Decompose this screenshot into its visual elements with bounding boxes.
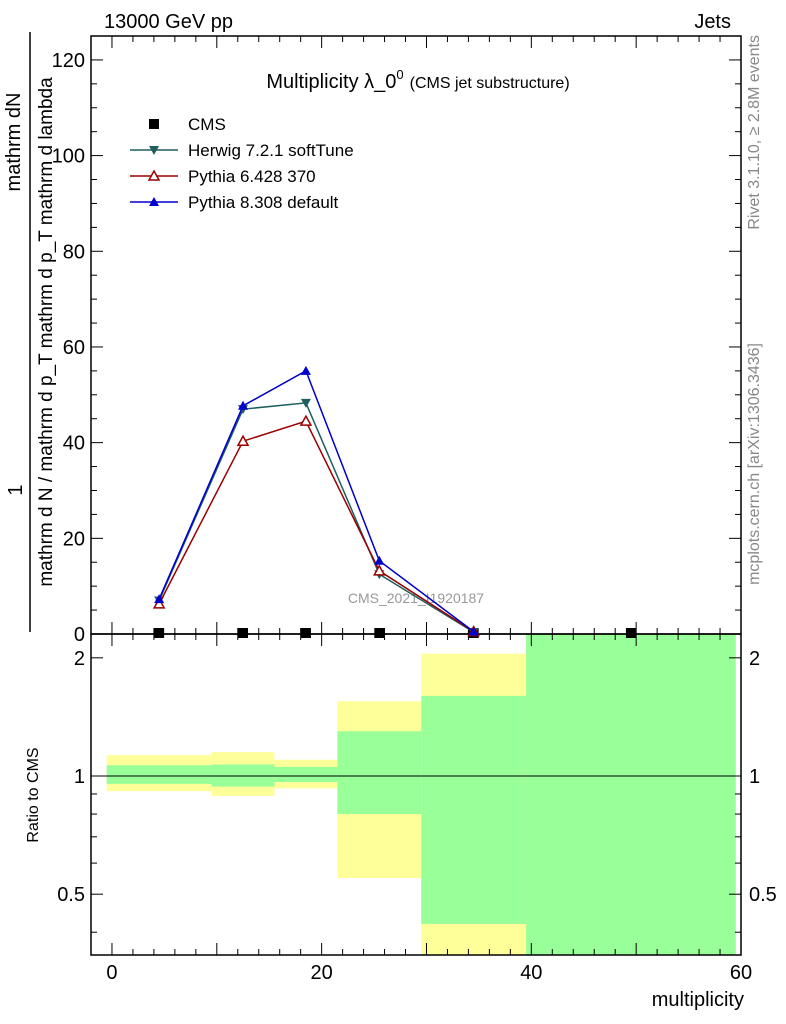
x-tick-label: 60 xyxy=(730,962,752,984)
x-tick-label: 20 xyxy=(311,962,333,984)
svg-text:1: 1 xyxy=(5,484,27,495)
ratio-y-tick-label-right: 0.5 xyxy=(749,884,777,906)
legend-marker-3 xyxy=(149,197,159,206)
ratio-y-tick-label-right: 1 xyxy=(749,766,760,788)
header-process-label: Jets xyxy=(694,11,731,33)
ratio-bands xyxy=(106,634,736,955)
x-tick-label: 40 xyxy=(520,962,542,984)
ratio-band-inner-2 xyxy=(274,766,338,783)
ratio-y-tick-label-left: 2 xyxy=(74,648,85,670)
legend: CMS Herwig 7.2.1 softTune Pythia 6.428 370… xyxy=(130,115,354,212)
ratio-y-tick-label-left: 0.5 xyxy=(57,884,85,906)
svg-text:mathrm dN: mathrm dN xyxy=(3,93,25,192)
main-axis-ticks xyxy=(91,35,742,635)
ratio-band-inner-5 xyxy=(526,634,736,955)
series-point-3-2 xyxy=(300,365,311,375)
main-y-tick-label: 0 xyxy=(74,624,85,646)
ratio-plot-frame xyxy=(90,633,742,956)
ratio-band-inner-4 xyxy=(421,695,527,924)
x-tick-label: 0 xyxy=(106,962,117,984)
legend-label-3: Pythia 8.308 default xyxy=(188,193,339,212)
main-y-tick-label: 100 xyxy=(52,146,85,168)
svg-text:mathrm d N / mathrm d p_T math: mathrm d N / mathrm d p_T mathrm d p_T m… xyxy=(36,77,57,587)
series-3 xyxy=(154,365,479,636)
series-point-2-3 xyxy=(373,564,386,576)
main-y-tick-label: 40 xyxy=(63,433,85,455)
main-y-axis-label: 1 mathrm dN mathrm d N / mathrm d p_T ma… xyxy=(3,32,57,632)
plot-title: Multiplicity λ_00(CMS jet substructure) xyxy=(266,67,569,93)
legend-marker-2 xyxy=(147,169,161,181)
legend-label-0: CMS xyxy=(188,115,226,134)
series-point-0-2 xyxy=(300,628,311,638)
series-point-3-3 xyxy=(374,555,385,565)
ratio-band-inner-3 xyxy=(337,731,422,815)
series-point-3-1 xyxy=(238,400,249,410)
series-point-2-0 xyxy=(152,597,166,609)
x-axis-label: multiplicity xyxy=(652,989,744,1011)
analysis-watermark: CMS_2021_I1920187 xyxy=(348,590,484,606)
series-point-3-4 xyxy=(468,626,479,636)
main-y-tick-label: 120 xyxy=(52,50,85,72)
series-point-0-1 xyxy=(238,628,249,638)
ratio-band-inner-0 xyxy=(106,765,212,784)
series-point-0-3 xyxy=(374,628,385,638)
legend-marker-0 xyxy=(149,119,159,129)
series-point-2-1 xyxy=(236,434,250,446)
legend-marker-1 xyxy=(149,146,159,155)
legend-label-1: Herwig 7.2.1 softTune xyxy=(188,141,354,160)
series-point-1-2 xyxy=(300,398,311,408)
series-point-0-0 xyxy=(154,628,165,638)
ratio-y-axis-label: Ratio to CMS xyxy=(25,747,42,842)
rivet-version-label: Rivet 3.1.10, ≥ 2.8M events xyxy=(746,35,763,230)
ratio-y-tick-label-left: 1 xyxy=(74,766,85,788)
series-point-3-0 xyxy=(154,594,165,604)
series-2 xyxy=(152,414,480,637)
main-y-tick-label: 20 xyxy=(63,528,85,550)
ratio-y-tick-labels: 0.5 0.5 1 1 2 2 xyxy=(57,648,777,906)
main-y-tick-labels: 0 20 40 60 80 100 120 xyxy=(52,50,85,646)
series-point-0-5 xyxy=(625,628,636,638)
ratio-y-tick-label-right: 2 xyxy=(749,648,760,670)
legend-label-2: Pythia 6.428 370 xyxy=(188,167,316,186)
series-group xyxy=(152,365,636,638)
x-tick-labels: 0 20 40 60 xyxy=(106,962,752,984)
header-energy-label: 13000 GeV pp xyxy=(104,11,233,33)
ratio-axis-ticks xyxy=(91,634,742,955)
main-y-tick-label: 60 xyxy=(63,337,85,359)
main-y-tick-label: 80 xyxy=(63,241,85,263)
series-point-2-2 xyxy=(299,414,313,426)
mcplots-reference-label: mcplots.cern.ch [arXiv:1306.3436] xyxy=(746,343,763,585)
